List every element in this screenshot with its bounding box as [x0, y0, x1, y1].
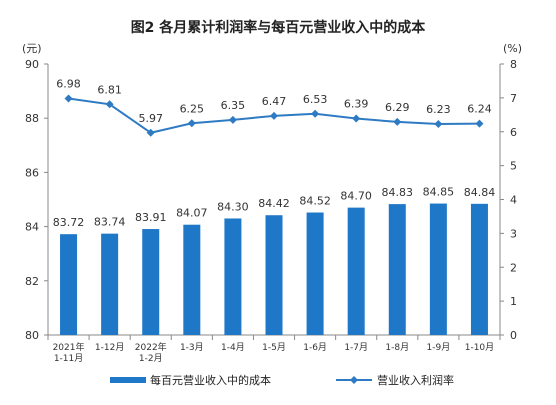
legend-line-label: 营业收入利润率 [377, 373, 454, 387]
legend: 每百元营业收入中的成本 营业收入利润率 [110, 373, 454, 387]
bar-data-label: 84.42 [258, 197, 290, 210]
bar [224, 218, 242, 335]
x-tick-label: 1-7月 [344, 342, 368, 353]
bar-data-label: 84.70 [340, 190, 372, 203]
line-data-label: 6.47 [262, 95, 287, 108]
right-tick-label: 3 [510, 227, 517, 240]
line-data-label: 6.98 [56, 78, 81, 91]
right-tick-label: 8 [510, 58, 517, 71]
bar-data-label: 83.74 [94, 216, 126, 229]
bar [347, 207, 365, 335]
bar [183, 224, 201, 335]
x-tick-label: 1-11月 [54, 353, 83, 364]
x-tick-label: 1-5月 [262, 342, 286, 353]
legend-bar-swatch [110, 377, 146, 383]
x-tick-label: 1-12月 [95, 342, 124, 353]
line-point [64, 94, 73, 103]
right-tick-label: 7 [510, 92, 517, 105]
line-point [105, 100, 114, 109]
line-point [352, 114, 361, 123]
bar [429, 203, 447, 335]
line-data-label: 6.35 [221, 99, 246, 112]
left-tick-label: 86 [25, 166, 39, 179]
bar [101, 233, 119, 335]
line-point [311, 109, 320, 118]
right-tick-label: 1 [510, 295, 517, 308]
left-tick-label: 80 [25, 329, 39, 342]
bar [60, 234, 78, 335]
bar-data-label: 84.84 [464, 186, 496, 199]
x-tick-label: 1-9月 [427, 342, 451, 353]
left-axis-unit: (元) [22, 42, 42, 55]
legend-bar-label: 每百元营业收入中的成本 [150, 373, 271, 387]
x-tick-label: 1-6月 [303, 342, 327, 353]
bar-data-label: 84.85 [423, 186, 455, 199]
bar [470, 203, 488, 335]
left-tick-label: 90 [25, 58, 39, 71]
line-data-label: 6.23 [426, 103, 451, 116]
bar [306, 212, 324, 335]
x-tick-label: 2022年 [135, 341, 167, 353]
left-tick-label: 84 [25, 221, 39, 234]
line-data-label: 6.24 [467, 103, 492, 116]
right-tick-label: 0 [510, 329, 517, 342]
right-axis-unit: (%) [503, 42, 522, 55]
chart-title: 图2 各月累计利润率与每百元营业收入中的成本 [131, 19, 427, 36]
bar [142, 229, 160, 335]
line-data-label: 6.39 [344, 98, 369, 111]
x-tick-label: 1-3月 [180, 342, 204, 353]
right-tick-label: 6 [510, 126, 517, 139]
line-point [228, 115, 237, 124]
bar-data-label: 84.52 [299, 195, 331, 208]
line-point [146, 128, 155, 137]
line-data-label: 6.29 [385, 101, 410, 114]
bar-data-label: 83.91 [135, 211, 167, 224]
bar-data-label: 84.07 [176, 207, 208, 220]
line-point [187, 119, 196, 128]
line-data-label: 6.25 [180, 102, 205, 115]
x-tick-label: 1-2月 [139, 353, 163, 364]
right-tick-label: 4 [510, 194, 517, 207]
line-data-label: 6.53 [303, 93, 328, 106]
line-point [270, 111, 278, 120]
bar-data-label: 84.30 [217, 200, 249, 213]
x-tick-label: 1-10月 [465, 342, 494, 353]
x-tick-label: 1-8月 [385, 342, 409, 353]
left-tick-label: 88 [25, 112, 39, 125]
left-tick-label: 82 [25, 275, 39, 288]
legend-line-marker [350, 376, 358, 384]
line-point [393, 117, 402, 126]
bar [265, 215, 283, 335]
right-tick-label: 5 [510, 160, 517, 173]
line-data-label: 6.81 [97, 83, 122, 96]
x-tick-label: 1-4月 [221, 342, 245, 353]
x-tick-label: 2021年 [53, 341, 85, 353]
bar-data-label: 84.83 [382, 186, 414, 199]
right-tick-label: 2 [510, 261, 517, 274]
line-data-label: 5.97 [138, 112, 163, 125]
line-point [475, 119, 484, 128]
line-point [434, 119, 443, 128]
bar [388, 204, 406, 335]
bar-data-label: 83.72 [53, 216, 85, 229]
